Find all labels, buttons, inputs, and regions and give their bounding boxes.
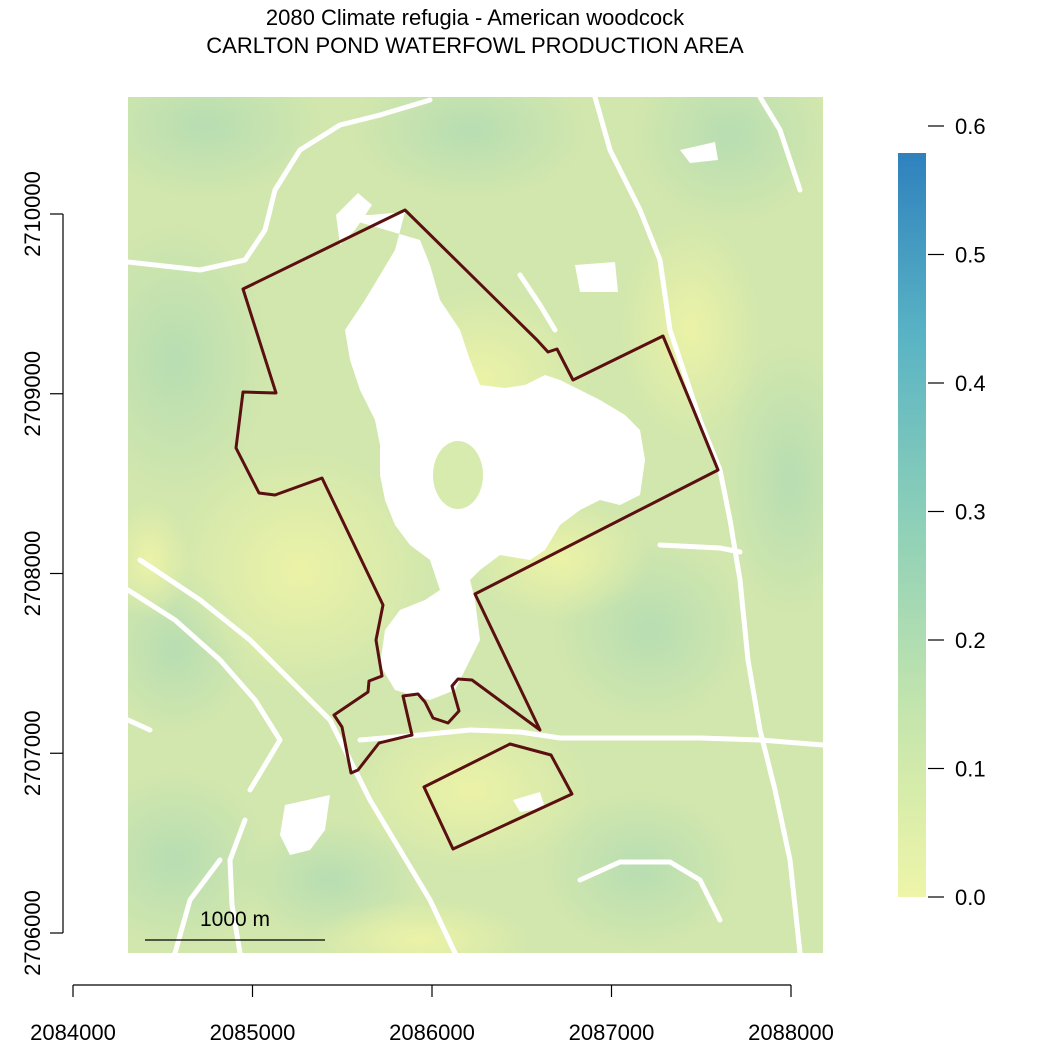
legend-tick-label: 0.3 <box>955 500 986 525</box>
title-line-1: 2080 Climate refugia - American woodcock <box>265 5 685 30</box>
raster-patch <box>128 97 325 200</box>
boundary-main <box>234 208 720 775</box>
road <box>357 727 823 748</box>
legend-tick-label: 0.1 <box>955 757 986 782</box>
y-tick-label: 2708000 <box>20 531 45 617</box>
x-axis: 2084000 2085000 2086000 2087000 2088000 <box>30 984 834 1045</box>
x-tick-label: 2086000 <box>389 1020 475 1045</box>
legend-tick-label: 0.0 <box>955 885 986 910</box>
raster-patch <box>128 220 270 500</box>
pond-nodata <box>335 212 645 700</box>
road <box>757 97 803 193</box>
road <box>128 717 153 733</box>
road <box>517 272 558 333</box>
legend-tick-label: 0.5 <box>955 243 986 268</box>
road <box>657 542 743 555</box>
road <box>128 97 433 273</box>
raster-patch <box>630 97 823 225</box>
small-nodata <box>575 262 618 292</box>
title-line-2: CARLTON POND WATERFOWL PRODUCTION AREA <box>206 33 744 58</box>
legend-tick-label: 0.6 <box>955 114 986 139</box>
raster-patch <box>128 500 190 620</box>
road-network <box>128 97 823 953</box>
legend-colorbar <box>898 153 926 897</box>
road <box>128 587 283 793</box>
refuge-boundary <box>234 208 720 851</box>
road <box>172 857 223 953</box>
legend-tick-label: 0.2 <box>955 628 986 653</box>
color-legend: 0.0 0.1 0.2 0.3 0.4 0.5 0.6 <box>898 114 986 910</box>
small-nodata <box>680 142 718 163</box>
road <box>137 557 458 953</box>
small-nodata <box>513 792 545 812</box>
legend-ticks: 0.0 0.1 0.2 0.3 0.4 0.5 0.6 <box>928 114 986 910</box>
road <box>577 859 723 923</box>
road <box>592 97 803 953</box>
raster-patch <box>540 790 740 950</box>
raster-patch <box>720 340 823 620</box>
raster-patch <box>350 97 590 200</box>
road <box>227 817 248 953</box>
x-tick-label: 2087000 <box>569 1020 655 1045</box>
refugia-raster <box>128 97 823 953</box>
y-tick-label: 2706000 <box>20 890 45 976</box>
y-tick-label: 2709000 <box>20 351 45 437</box>
raster-patch <box>310 900 530 953</box>
y-tick-label: 2707000 <box>20 710 45 796</box>
y-axis: 2706000 2707000 2708000 2709000 2710000 <box>20 171 64 976</box>
x-tick-label: 2084000 <box>30 1020 116 1045</box>
nodata-areas <box>280 142 718 855</box>
map-title: 2080 Climate refugia - American woodcock… <box>0 4 950 60</box>
legend-tick-label: 0.4 <box>955 371 986 396</box>
raster-patch <box>620 220 760 440</box>
boundary-south <box>422 742 574 851</box>
pond-nodata-edge <box>336 193 372 245</box>
pond-island <box>433 441 483 509</box>
scale-bar-label: 1000 m <box>200 908 270 931</box>
x-tick-label: 2088000 <box>748 1020 834 1045</box>
y-tick-label: 2710000 <box>20 171 45 257</box>
raster-patch <box>350 710 590 870</box>
scale-bar: 1000 m <box>145 908 325 941</box>
small-nodata <box>280 795 330 855</box>
x-tick-label: 2085000 <box>210 1020 296 1045</box>
